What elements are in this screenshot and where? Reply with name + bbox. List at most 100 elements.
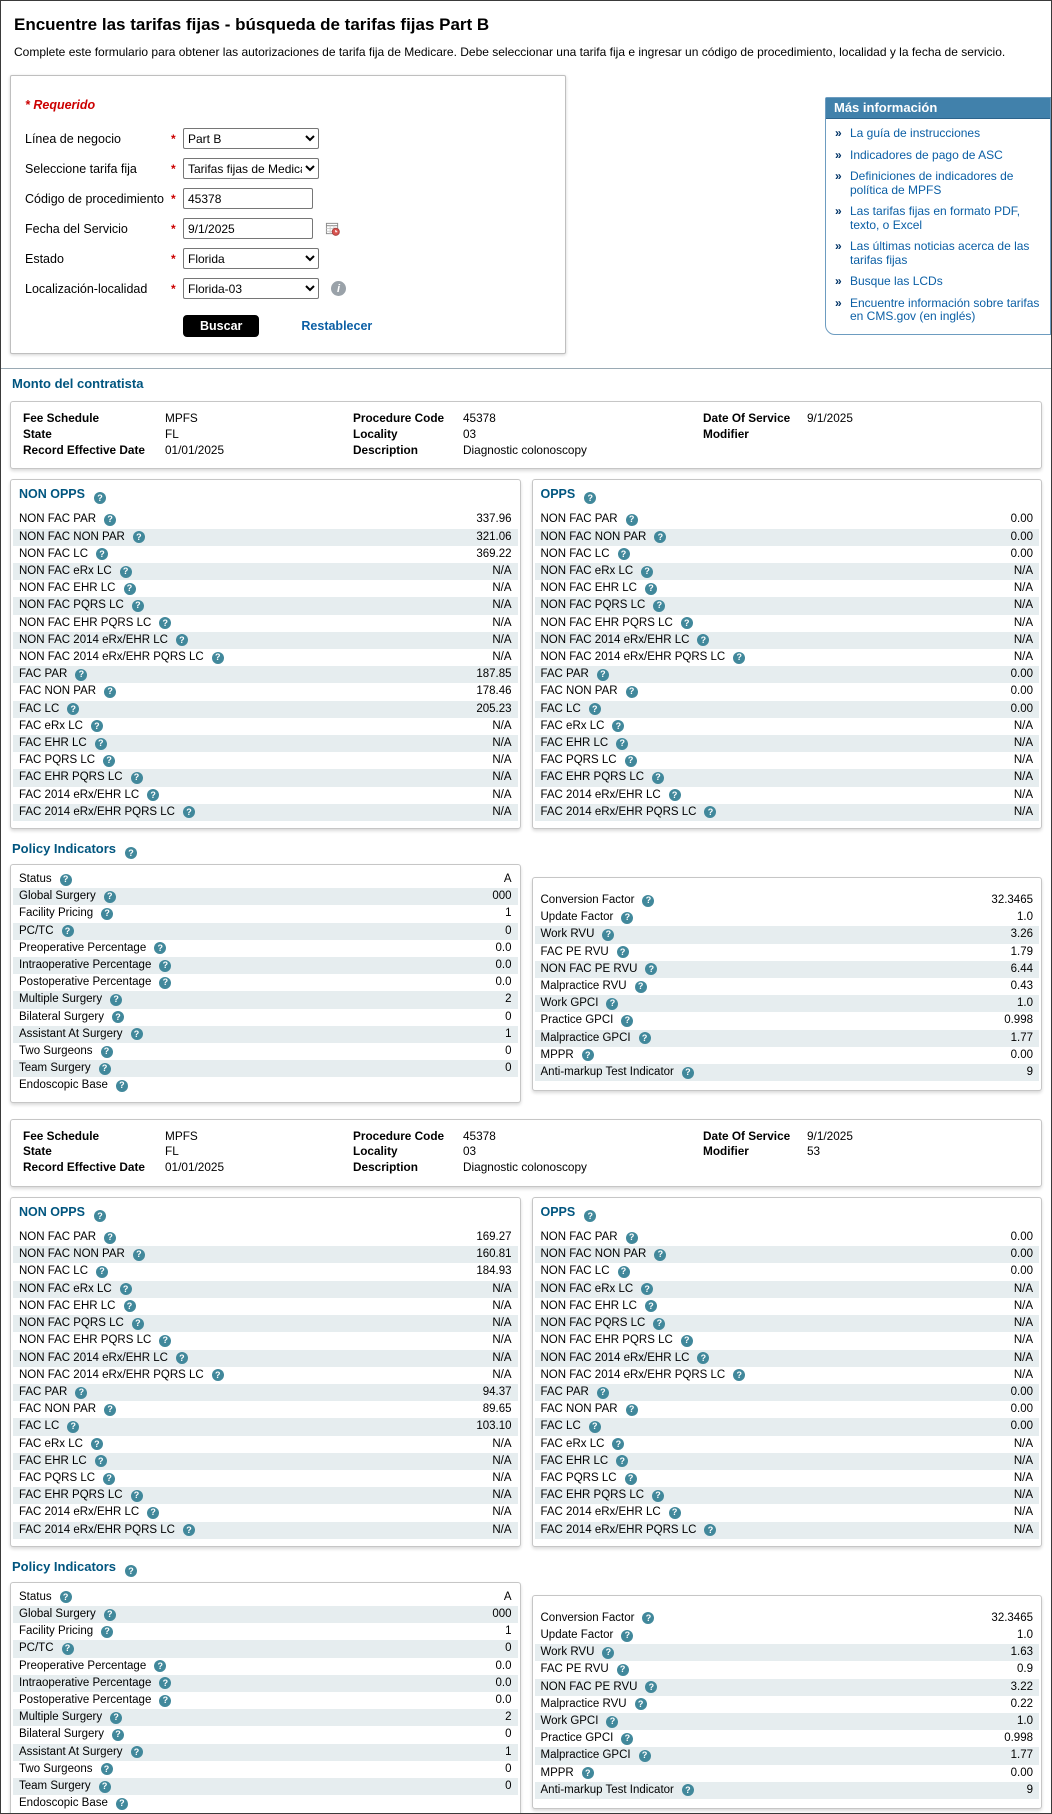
info-icon[interactable]: i — [331, 281, 346, 296]
help-icon[interactable]: ? — [634, 1698, 647, 1711]
help-icon[interactable]: ? — [75, 1386, 88, 1399]
help-icon[interactable]: ? — [645, 963, 658, 976]
date-picker-icon[interactable] — [325, 221, 340, 236]
help-icon[interactable]: ? — [132, 1248, 145, 1261]
procedure-code-input[interactable] — [183, 188, 313, 209]
help-icon[interactable]: ? — [96, 548, 109, 561]
search-button[interactable]: Buscar — [183, 315, 260, 337]
help-icon[interactable]: ? — [100, 1045, 113, 1058]
help-icon[interactable]: ? — [110, 1711, 123, 1724]
help-icon[interactable]: ? — [211, 1369, 224, 1382]
help-icon[interactable]: ? — [625, 686, 638, 699]
help-icon[interactable]: ? — [131, 600, 144, 612]
help-icon[interactable]: ? — [617, 1266, 630, 1279]
help-icon[interactable]: ? — [704, 1524, 717, 1537]
help-icon[interactable]: ? — [182, 1524, 195, 1537]
more-info-link[interactable]: La guía de instrucciones — [850, 126, 981, 140]
help-icon[interactable]: ? — [645, 1681, 658, 1694]
locality-select[interactable]: Florida-03 — [183, 278, 319, 299]
help-icon[interactable]: ? — [125, 847, 138, 860]
help-icon[interactable]: ? — [59, 1591, 72, 1604]
help-icon[interactable]: ? — [94, 492, 106, 505]
help-icon[interactable]: ? — [61, 925, 74, 938]
help-icon[interactable]: ? — [159, 1677, 172, 1690]
help-icon[interactable]: ? — [123, 1300, 136, 1313]
help-icon[interactable]: ? — [59, 873, 72, 886]
help-icon[interactable]: ? — [616, 737, 629, 750]
help-icon[interactable]: ? — [584, 1210, 597, 1223]
help-icon[interactable]: ? — [641, 565, 654, 578]
date-of-service-input[interactable] — [183, 218, 313, 239]
help-icon[interactable]: ? — [104, 686, 117, 699]
help-icon[interactable]: ? — [98, 1780, 111, 1793]
help-icon[interactable]: ? — [668, 1506, 681, 1519]
help-icon[interactable]: ? — [625, 513, 638, 526]
help-icon[interactable]: ? — [123, 582, 136, 595]
help-icon[interactable]: ? — [616, 1455, 629, 1468]
help-icon[interactable]: ? — [159, 1694, 172, 1707]
help-icon[interactable]: ? — [606, 1715, 619, 1728]
help-icon[interactable]: ? — [680, 1334, 693, 1347]
help-icon[interactable]: ? — [680, 617, 693, 630]
help-icon[interactable]: ? — [581, 1767, 594, 1780]
help-icon[interactable]: ? — [625, 1231, 638, 1244]
help-icon[interactable]: ? — [588, 703, 601, 716]
help-icon[interactable]: ? — [130, 1746, 143, 1759]
help-icon[interactable]: ? — [132, 531, 145, 544]
help-icon[interactable]: ? — [624, 1472, 637, 1485]
fee-schedule-select[interactable]: Tarifas fijas de Medica — [183, 158, 319, 179]
help-icon[interactable]: ? — [645, 582, 657, 595]
help-icon[interactable]: ? — [130, 1028, 143, 1041]
help-icon[interactable]: ? — [642, 894, 655, 907]
help-icon[interactable]: ? — [130, 1489, 143, 1502]
help-icon[interactable]: ? — [653, 600, 666, 612]
help-icon[interactable]: ? — [697, 1352, 710, 1365]
help-icon[interactable]: ? — [645, 1300, 657, 1313]
help-icon[interactable]: ? — [112, 1011, 125, 1024]
help-icon[interactable]: ? — [621, 1732, 634, 1745]
help-icon[interactable]: ? — [125, 1564, 138, 1577]
help-icon[interactable]: ? — [652, 1489, 665, 1502]
help-icon[interactable]: ? — [642, 1612, 655, 1625]
more-info-link[interactable]: Las tarifas fijas en formato PDF, texto,… — [850, 204, 1021, 232]
help-icon[interactable]: ? — [584, 492, 597, 505]
help-icon[interactable]: ? — [638, 1032, 651, 1045]
help-icon[interactable]: ? — [94, 1455, 107, 1468]
help-icon[interactable]: ? — [119, 565, 132, 578]
help-icon[interactable]: ? — [612, 720, 625, 733]
help-icon[interactable]: ? — [90, 720, 103, 733]
help-icon[interactable]: ? — [94, 1210, 106, 1223]
more-info-link[interactable]: Las últimas noticias acerca de las tarif… — [850, 239, 1030, 267]
help-icon[interactable]: ? — [159, 1334, 172, 1347]
help-icon[interactable]: ? — [616, 1663, 629, 1676]
help-icon[interactable]: ? — [612, 1438, 625, 1451]
help-icon[interactable]: ? — [596, 1386, 609, 1399]
help-icon[interactable]: ? — [681, 1066, 694, 1079]
help-icon[interactable]: ? — [61, 1642, 74, 1655]
help-icon[interactable]: ? — [131, 1317, 144, 1330]
help-icon[interactable]: ? — [159, 976, 172, 989]
help-icon[interactable]: ? — [101, 908, 114, 921]
help-icon[interactable]: ? — [90, 1438, 103, 1451]
help-icon[interactable]: ? — [94, 737, 107, 750]
help-icon[interactable]: ? — [581, 1049, 594, 1062]
help-icon[interactable]: ? — [652, 772, 665, 785]
business-line-select[interactable]: Part B — [183, 128, 319, 149]
help-icon[interactable]: ? — [602, 929, 615, 942]
help-icon[interactable]: ? — [115, 1797, 128, 1810]
help-icon[interactable]: ? — [103, 1608, 116, 1621]
help-icon[interactable]: ? — [616, 946, 629, 959]
help-icon[interactable]: ? — [103, 1472, 116, 1485]
help-icon[interactable]: ? — [654, 1248, 667, 1261]
help-icon[interactable]: ? — [175, 634, 188, 647]
help-icon[interactable]: ? — [115, 1080, 128, 1093]
more-info-link[interactable]: Indicadores de pago de ASC — [850, 147, 1003, 162]
help-icon[interactable]: ? — [147, 789, 160, 802]
help-icon[interactable]: ? — [625, 1403, 638, 1416]
help-icon[interactable]: ? — [624, 754, 637, 767]
reset-link[interactable]: Restablecer — [301, 319, 373, 333]
help-icon[interactable]: ? — [104, 513, 117, 526]
help-icon[interactable]: ? — [596, 668, 609, 681]
help-icon[interactable]: ? — [733, 1369, 746, 1382]
help-icon[interactable]: ? — [634, 980, 647, 993]
